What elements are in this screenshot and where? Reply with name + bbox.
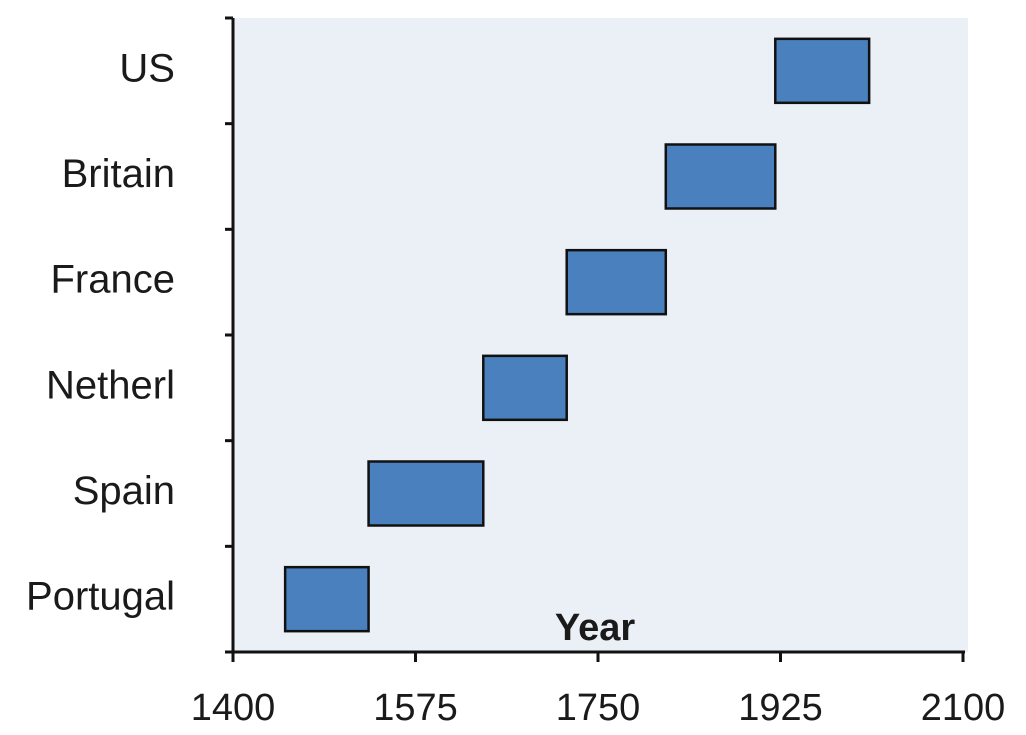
x-tick-label: 1400 — [191, 687, 276, 729]
y-tick-label: Netherl — [46, 363, 175, 407]
x-tick-label: 1925 — [738, 687, 823, 729]
x-tick-label: 2100 — [921, 687, 1006, 729]
bar — [482, 354, 568, 422]
bar — [774, 37, 871, 105]
y-tick-label: US — [119, 46, 175, 90]
y-tick-label: France — [51, 258, 176, 302]
y-tick-label: Spain — [73, 469, 175, 513]
x-tick-label: 1575 — [373, 687, 458, 729]
y-tick-label: Portugal — [26, 575, 175, 619]
bar — [367, 460, 485, 527]
bar — [283, 565, 370, 633]
bar — [664, 143, 777, 210]
x-axis-label: Year — [555, 607, 636, 649]
y-tick-label: Britain — [62, 152, 175, 196]
plot-area — [233, 18, 968, 652]
bar — [565, 248, 668, 316]
x-tick-label: 1750 — [556, 687, 641, 729]
